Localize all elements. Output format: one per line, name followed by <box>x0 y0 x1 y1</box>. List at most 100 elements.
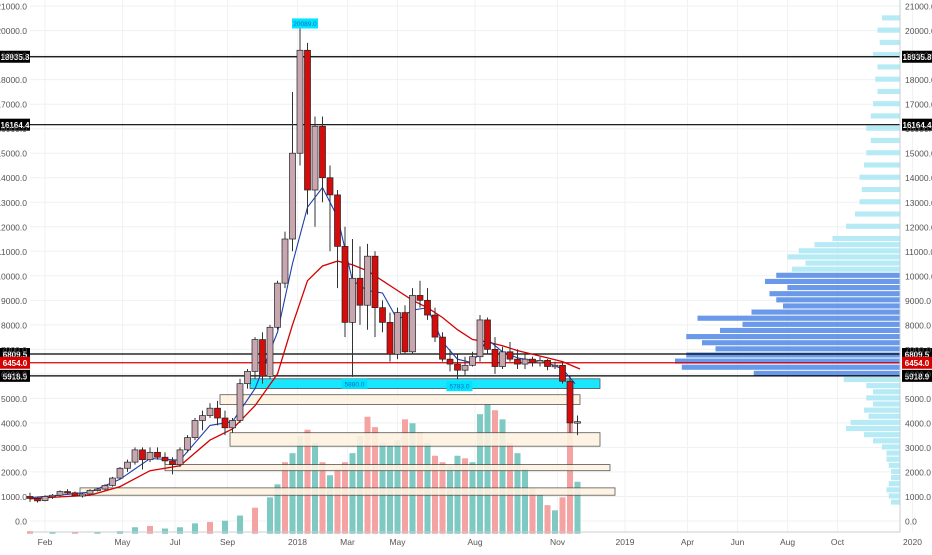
y-tick-label-left: 3000.0 <box>1 443 27 453</box>
candle-body <box>431 314 439 338</box>
price-level-badge-right <box>902 50 932 63</box>
volume-profile-bar <box>765 278 900 284</box>
y-tick-label-right: 18000.0 <box>905 75 932 85</box>
price-level-label-right: 5918.9 <box>905 372 930 381</box>
volume-profile-bar <box>832 235 900 242</box>
annotation-badge <box>341 378 368 389</box>
candle-body <box>356 277 364 306</box>
volume-bar <box>537 494 543 534</box>
candle-body <box>461 364 469 371</box>
price-level-badge-left <box>0 369 30 382</box>
volume-bar <box>282 462 288 534</box>
candle-body <box>34 498 41 502</box>
y-tick-label-left: 11000.0 <box>0 247 27 257</box>
y-tick-label-right: 7000.0 <box>905 345 931 355</box>
candle-body <box>221 417 229 429</box>
price-level-label-right: 18935.8 <box>903 53 932 62</box>
volume-profile-bar <box>882 444 900 450</box>
volume-bar <box>177 527 183 534</box>
candle-body <box>131 449 139 463</box>
candle-body <box>64 491 71 494</box>
candle-body <box>116 467 124 479</box>
candle-body <box>424 299 431 316</box>
price-level-label-left: 5918.9 <box>3 372 28 381</box>
volume-profile-bar <box>891 475 900 481</box>
volume-profile-bar <box>870 113 900 119</box>
x-tick-label: Feb <box>38 537 53 547</box>
volume-bar <box>462 458 468 534</box>
volume-bar <box>274 484 281 534</box>
annotation-badge <box>446 381 473 392</box>
volume-profile-bar <box>864 432 900 438</box>
x-tick-label: Jun <box>731 537 745 547</box>
candle-body <box>289 152 296 240</box>
volume-profile-bar <box>751 309 900 315</box>
volume-profile-bar <box>859 174 900 180</box>
y-tick-label-right: 9000.0 <box>905 296 931 306</box>
zone-box <box>249 378 601 389</box>
volume-bar <box>304 429 311 534</box>
volume-profile-bar <box>891 499 900 505</box>
price-level-label-right: 6454.0 <box>905 359 930 368</box>
volume-profile-bar <box>873 438 900 444</box>
volume-profile-bar <box>886 450 900 456</box>
volume-profile-bar <box>875 76 900 82</box>
annotation-label: 5880.0 <box>345 381 365 388</box>
candle-body <box>551 364 559 368</box>
candle-body <box>49 494 56 498</box>
volume-profile-bar <box>783 303 900 309</box>
y-tick-label-right: 3000.0 <box>905 443 931 453</box>
volume-bar <box>409 423 416 534</box>
candle-body <box>94 488 101 491</box>
y-tick-label-right: 5000.0 <box>905 394 931 404</box>
candle-body <box>244 371 251 385</box>
volume-bar <box>522 468 528 534</box>
volume-profile-bar <box>873 401 900 407</box>
candle-body <box>341 246 349 323</box>
volume-bar <box>394 440 401 534</box>
volume-bar <box>372 427 378 534</box>
price-level-badge-right <box>902 356 932 369</box>
volume-profile-bar <box>805 260 900 266</box>
volume-bar <box>49 531 56 534</box>
annotation-label: 5783.0 <box>450 384 470 391</box>
x-tick-label: Nov <box>550 537 566 547</box>
y-tick-label-left: 17000.0 <box>0 100 27 110</box>
y-tick-label-left: 5000.0 <box>1 394 27 404</box>
volume-profile-bar <box>859 199 900 205</box>
zone-box <box>79 487 616 496</box>
candle-body <box>71 492 79 497</box>
volume-profile-bar <box>769 291 900 297</box>
y-tick-label-left: 2000.0 <box>1 467 27 477</box>
volume-bar <box>342 462 348 534</box>
volume-bar <box>132 527 138 534</box>
volume-bar <box>72 532 78 534</box>
x-tick-label: Apr <box>681 537 694 547</box>
volume-profile-bar <box>776 272 900 278</box>
volume-profile-bar <box>868 413 900 419</box>
x-tick-label: 2018 <box>288 537 307 547</box>
volume-profile-bar <box>697 315 900 321</box>
volume-bar <box>162 528 168 534</box>
candle-body <box>521 358 529 365</box>
volume-profile-bar <box>864 407 900 413</box>
candle-body <box>26 496 34 499</box>
volume-bar <box>529 488 536 534</box>
y-tick-label-right: 19000.0 <box>905 51 932 61</box>
grid <box>30 0 913 532</box>
volume-bar <box>552 510 558 534</box>
candle-body <box>281 238 289 284</box>
volume-profile-bar <box>882 15 900 21</box>
annotation-label: 20089.0 <box>293 21 317 28</box>
volume-bar <box>267 497 273 534</box>
candle-body <box>514 358 521 365</box>
volume-profile-bar <box>681 364 900 370</box>
volume-bar <box>402 419 408 534</box>
volume-profile-bar <box>846 223 900 229</box>
candle-body <box>566 380 574 424</box>
y-tick-label-right: 17000.0 <box>905 100 932 110</box>
candle-body <box>416 295 424 301</box>
y-tick-label-right: 21000.0 <box>905 2 932 12</box>
volume-profile-bar <box>886 487 900 493</box>
